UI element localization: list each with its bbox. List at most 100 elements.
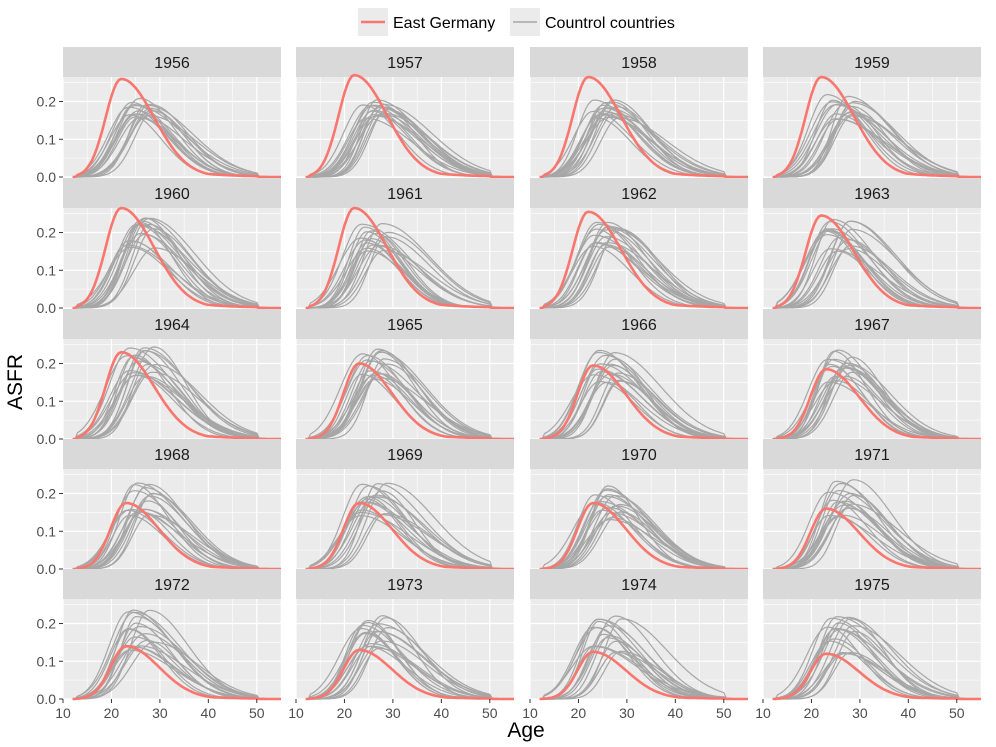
y-tick-label: 0.1 xyxy=(37,131,57,147)
east-germany-line xyxy=(772,367,981,441)
east-germany-line xyxy=(72,77,281,179)
facet-strip xyxy=(296,439,514,469)
y-tick-label: 0.1 xyxy=(37,523,57,539)
y-tick-label: 0.2 xyxy=(37,94,57,110)
facet-strip-label: 1963 xyxy=(854,186,890,203)
facet-panel: 1958 xyxy=(529,47,749,179)
control-country-line xyxy=(539,241,748,309)
facet-strip xyxy=(530,47,748,77)
y-tick-label: 0.2 xyxy=(37,225,57,241)
facet-panel: 1972 0.0 0.1 0.2 10 20 30 40 50 xyxy=(37,569,282,721)
control-country-line xyxy=(772,479,981,570)
x-tick-label: 50 xyxy=(249,705,265,721)
control-country-line xyxy=(305,483,514,570)
east-germany-line xyxy=(539,364,748,441)
control-country-line xyxy=(72,104,281,178)
panel-background xyxy=(63,599,281,699)
facet-panel: 1957 xyxy=(295,47,515,179)
control-country-line xyxy=(72,219,281,309)
facet-panel: 1968 0.0 0.1 0.2 xyxy=(37,439,282,577)
facet-strip xyxy=(63,47,281,77)
facet-strip-label: 1958 xyxy=(621,55,657,72)
facet-strip-label: 1971 xyxy=(854,447,890,464)
y-tick-label: 0.1 xyxy=(37,393,57,409)
facet-strip-label: 1957 xyxy=(387,55,423,72)
control-country-line xyxy=(305,236,514,309)
x-tick-label: 30 xyxy=(152,705,168,721)
x-tick-label: 40 xyxy=(434,705,450,721)
y-tick-label: 0.1 xyxy=(37,653,57,669)
control-country-line xyxy=(305,223,514,309)
y-tick-label: 0.2 xyxy=(37,356,57,372)
control-country-line xyxy=(72,350,281,440)
control-country-line xyxy=(72,493,281,570)
control-country-line xyxy=(305,617,514,700)
control-country-line xyxy=(72,374,281,440)
east-germany-line xyxy=(305,206,514,310)
facet-strip xyxy=(530,439,748,469)
east-germany-line xyxy=(305,648,514,701)
east-germany-line xyxy=(539,210,748,310)
control-country-line xyxy=(72,363,281,440)
control-country-line xyxy=(72,641,281,700)
control-country-line xyxy=(772,220,981,309)
facet-panel: 1963 xyxy=(762,178,982,310)
facet-panel: 1971 xyxy=(762,439,982,571)
control-country-line xyxy=(539,489,748,570)
x-tick-label: 20 xyxy=(337,705,353,721)
facet-panel: 1962 xyxy=(529,178,749,310)
y-axis-title: ASFR xyxy=(4,354,27,410)
facet-strip-label: 1967 xyxy=(854,317,890,334)
y-tick-label: 0.0 xyxy=(37,300,57,316)
facet-panel: 1966 xyxy=(529,309,749,441)
facet-strip xyxy=(530,178,748,208)
control-country-line xyxy=(305,104,514,178)
control-country-line xyxy=(72,371,281,440)
facet-strip xyxy=(296,309,514,339)
east-germany-line xyxy=(772,507,981,571)
control-country-line xyxy=(305,630,514,700)
control-country-line xyxy=(772,118,981,178)
legend: East Germany Countrol countries xyxy=(358,8,675,36)
y-tick-label: 0.1 xyxy=(37,262,57,278)
y-tick-label: 0.0 xyxy=(37,561,57,577)
control-country-line xyxy=(772,220,981,309)
facet-strip-label: 1974 xyxy=(621,577,657,594)
facet-strip xyxy=(63,309,281,339)
x-tick-label: 50 xyxy=(482,705,498,721)
control-country-line xyxy=(772,617,981,700)
control-country-line xyxy=(305,114,514,178)
east-germany-line xyxy=(772,652,981,701)
east-germany-line xyxy=(772,75,981,179)
east-germany-line xyxy=(72,644,281,701)
facet-panel: 1967 xyxy=(762,309,982,441)
control-country-line xyxy=(72,223,281,309)
facet-strip xyxy=(763,439,981,469)
east-germany-line xyxy=(539,75,748,179)
east-germany-line xyxy=(72,206,281,310)
x-tick-label: 30 xyxy=(619,705,635,721)
facet-strip xyxy=(63,178,281,208)
control-country-line xyxy=(305,103,514,178)
control-country-line xyxy=(72,347,281,440)
east-germany-line xyxy=(772,214,981,310)
facet-panel: 1969 xyxy=(295,439,515,571)
east-germany-line xyxy=(539,650,748,701)
facet-strip xyxy=(530,569,748,599)
x-tick-label: 50 xyxy=(949,705,965,721)
control-country-line xyxy=(305,482,515,570)
facet-strip-label: 1961 xyxy=(387,186,423,203)
facet-panel: 1974 10 20 30 40 50 xyxy=(522,569,749,721)
control-country-line xyxy=(72,495,281,570)
east-germany-line xyxy=(305,362,514,441)
control-country-line xyxy=(772,507,981,570)
panel-background xyxy=(530,77,748,177)
control-country-line xyxy=(772,245,981,309)
control-country-line xyxy=(539,351,748,440)
x-tick-label: 50 xyxy=(716,705,732,721)
x-tick-label: 10 xyxy=(288,705,304,721)
control-country-line xyxy=(539,618,748,700)
control-country-line xyxy=(72,247,281,309)
